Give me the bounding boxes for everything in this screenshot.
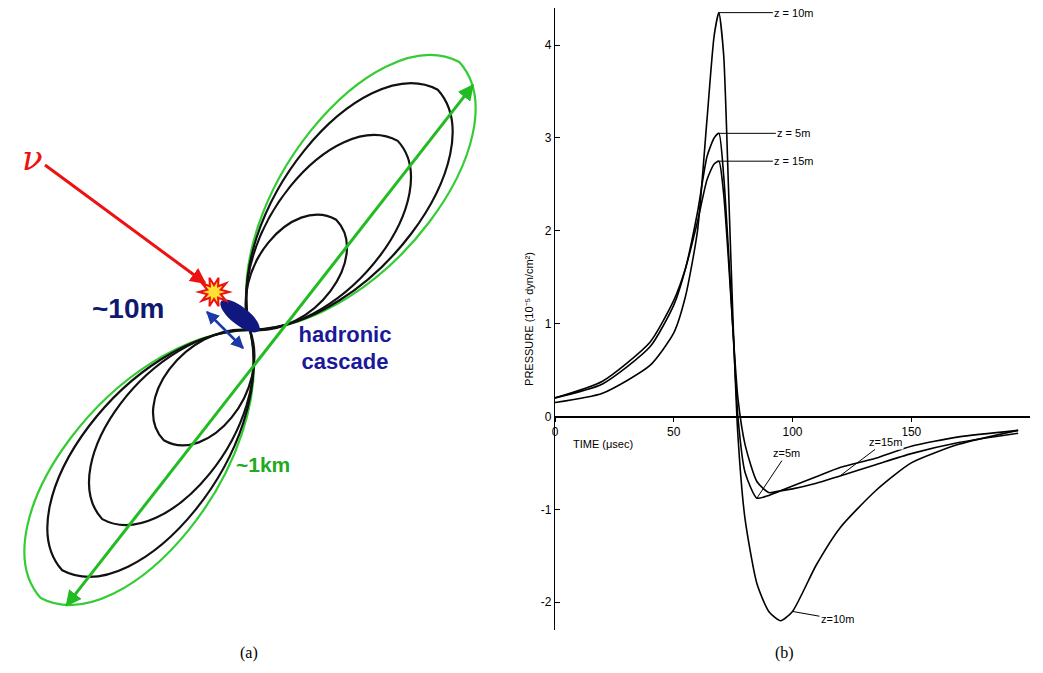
html-text:(b): (b) bbox=[775, 644, 794, 661]
svg-text:0: 0 bbox=[545, 410, 552, 424]
svg-text:4: 4 bbox=[545, 38, 552, 52]
svg-text:100: 100 bbox=[782, 425, 802, 439]
svg-text:z = 15m: z = 15m bbox=[774, 155, 813, 167]
svg-text:TIME (μsec): TIME (μsec) bbox=[573, 438, 633, 450]
svg-text:ν: ν bbox=[22, 138, 43, 178]
svg-text:z=5m: z=5m bbox=[773, 447, 800, 459]
svg-text:~10m: ~10m bbox=[92, 293, 164, 324]
svg-text:z=15m: z=15m bbox=[869, 436, 902, 448]
svg-text:z=10m: z=10m bbox=[821, 613, 854, 625]
svg-text:1: 1 bbox=[545, 317, 552, 331]
svg-text:-2: -2 bbox=[541, 595, 552, 609]
svg-text:z = 10m: z = 10m bbox=[774, 7, 813, 19]
svg-text:~1km: ~1km bbox=[236, 453, 290, 476]
svg-text:0: 0 bbox=[552, 425, 559, 439]
svg-text:hadroniccascade: hadroniccascade bbox=[299, 322, 392, 374]
svg-text:-1: -1 bbox=[541, 503, 552, 517]
svg-text:2: 2 bbox=[545, 224, 552, 238]
svg-text:z = 5m: z = 5m bbox=[777, 127, 810, 139]
html-text:(a): (a) bbox=[240, 644, 258, 661]
svg-text:PRESSURE (10⁻⁵ dyn/cm²): PRESSURE (10⁻⁵ dyn/cm²) bbox=[523, 252, 535, 386]
svg-text:50: 50 bbox=[667, 425, 681, 439]
svg-text:150: 150 bbox=[901, 425, 921, 439]
svg-text:3: 3 bbox=[545, 131, 552, 145]
